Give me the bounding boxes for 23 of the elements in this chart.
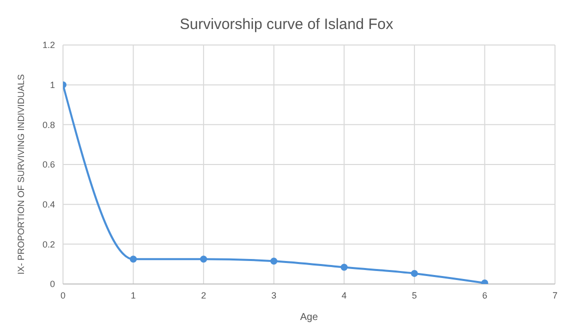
x-tick-label: 7 [552, 290, 558, 300]
y-axis-title: IX- PROPORTION OF SURVIVING INDIVIDUALS [16, 74, 26, 274]
y-tick-label: 0.6 [42, 160, 55, 170]
point [340, 264, 348, 271]
chart-title: Survivorship curve of Island Fox [178, 15, 394, 35]
point [130, 256, 137, 263]
x-tick-label: 0 [60, 290, 66, 300]
x-tick-label: 1 [130, 290, 136, 300]
y-tick-label: 0.8 [42, 120, 55, 130]
y-tick-label: 0.4 [42, 200, 55, 210]
y-tick-label: 0 [50, 279, 55, 290]
y-tick-label: 1 [50, 80, 55, 90]
x-tick-label: 5 [412, 290, 417, 300]
point [270, 258, 278, 265]
point [410, 270, 418, 277]
x-tick-label: 3 [271, 290, 276, 300]
y-tick-label: 0.2 [42, 239, 55, 250]
point [200, 256, 208, 263]
x-tick-label: 6 [482, 290, 488, 300]
x-tick-label: 4 [342, 290, 347, 300]
y-tick-label: 1.2 [42, 40, 55, 50]
x-axis-title: Age [300, 312, 318, 323]
x-tick-label: 2 [201, 290, 206, 300]
